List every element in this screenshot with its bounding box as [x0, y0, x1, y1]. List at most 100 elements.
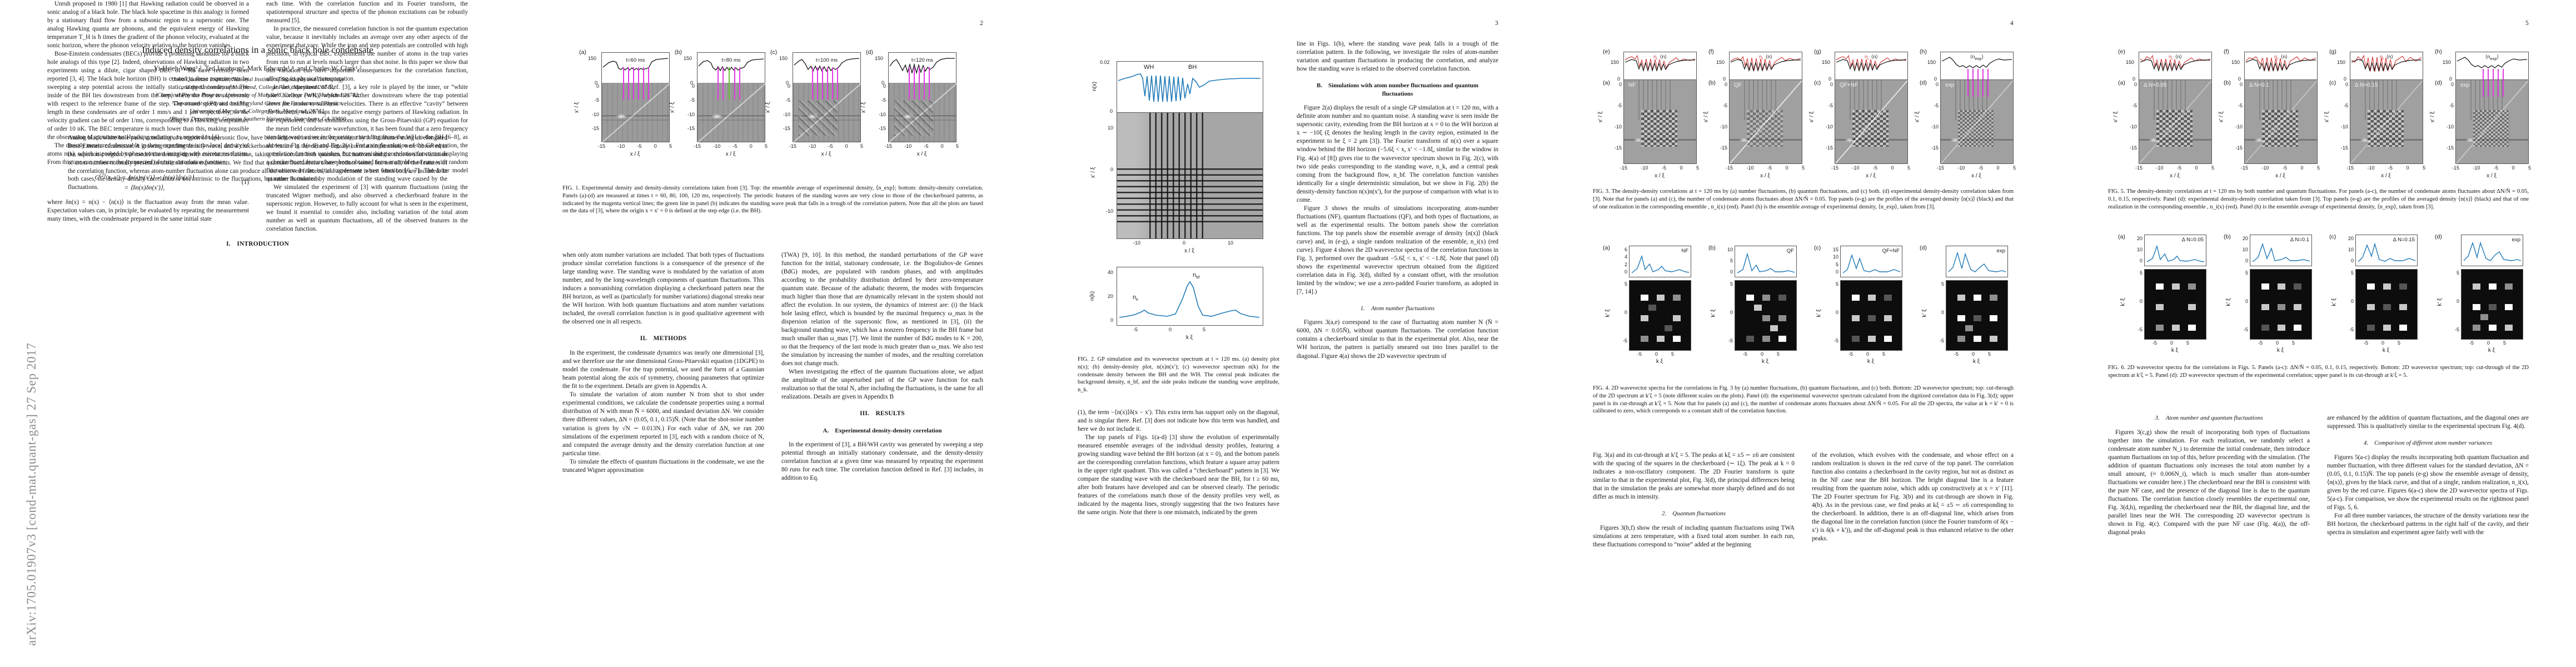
fig2-density-panel: WH BH [1117, 61, 1263, 113]
paragraph: Figure 2(a) displays the result of a sin… [1297, 104, 1498, 203]
x-axis-label: x / ξ [1760, 173, 1770, 179]
correlation-map: QF+NF [1835, 79, 1908, 164]
x-axis-ticks: -15 -10 -5 0 5 [1831, 165, 1910, 171]
page1-right-column: each time. With the correlation function… [266, 0, 468, 233]
subsubsection-heading-2: 2. Quantum fluctuations [1662, 510, 1726, 517]
fig3-column-b: (f) 150 0 ni ⟨n⟩ (b) QF 0 -5 -10 -15 x' / ξ … [1703, 48, 1805, 179]
y-axis-ticks: 40 20 0 [1107, 270, 1113, 323]
fig4-column-d: (d) exp 5 0 -5 k' ξ -5 0 5 k ξ [1915, 245, 2018, 365]
fig6-column-a: (a) 20 10 0 Δ N=0.05 5 0 -5 k' ξ -5 0 5 k ξ [2114, 233, 2216, 354]
paragraph: To simulate the variation of atom number… [562, 391, 764, 457]
y-axis-ticks: 5 0 -5 [1622, 281, 1627, 344]
paragraph: The directly measured observable in thes… [47, 142, 249, 166]
density-curve [1118, 73, 1260, 102]
affiliations: ¹Joint Quantum Institute, National Insti… [47, 76, 468, 123]
wavevector-map [2355, 269, 2418, 340]
paragraph: Bose-Einstein condensates (BECs) provide… [47, 51, 249, 141]
wavevector-map [1840, 280, 1902, 351]
x-axis-ticks: -15 -10 -5 0 5 [885, 143, 959, 149]
y-axis-label: x' / ξ [2429, 111, 2436, 123]
arxiv-watermark: arXiv:1705.01907v3 [cond-mat.quant-gas] … [24, 342, 38, 646]
x-axis-label: x / ξ [821, 151, 831, 157]
paragraph: In practice, the measured correlation fu… [266, 26, 468, 83]
x-axis-ticks: -15 -10 -5 0 5 [1726, 165, 1805, 171]
page4-right-column: of the evolution, which evolves with the… [1812, 451, 2014, 630]
authors-line: Yi-Hsieh Wang¹,², Ted Jacobson³, Mark Ed… [153, 64, 362, 72]
y-axis-label: x' / ξ [669, 102, 676, 113]
paragraph: Figures 3(a,e) correspond to the case of… [1297, 319, 1498, 360]
y-axis-ticks: 0 -5 -10 -15 [2235, 82, 2243, 151]
y-axis-ticks: 5 0 -5 [1939, 281, 1944, 344]
x-axis-label: k ξ [2488, 347, 2495, 354]
paragraph: (1), the term −⟨n(x)⟩δ(x − x′). This ext… [1078, 409, 1279, 432]
correlation-map: Δ N=0.05 [2139, 79, 2212, 164]
x-axis-label: x / ξ [2487, 173, 2497, 179]
paper-title: Induced density correlations in a sonic … [142, 44, 373, 55]
x-axis-label: k ξ [1972, 359, 1980, 365]
x-axis-ticks: -5 0 5 [1848, 351, 1885, 357]
paragraph: To simulate the effects of quantum fluct… [562, 458, 764, 474]
fig3-column-a: (e) 150 0 ni ⟨n⟩ (a) NF 0 -5 -10 -15 x' / ξ … [1597, 48, 1699, 179]
affiliation-line: and the University of Maryland, College … [181, 84, 335, 91]
y-axis-ticks: 0 -5 -10 -15 [1931, 82, 1939, 151]
fig2-spectrum-panel: nbf nk [1117, 267, 1263, 326]
paragraph: each time. With the correlation function… [266, 1, 468, 24]
affiliation-line: ³Department of Physics and Maryland Cent… [172, 99, 343, 107]
paragraph: We simulated the experiment of [3] with … [266, 184, 468, 233]
x-axis-ticks: -15 -10 -5 0 5 [1620, 165, 1699, 171]
wavevector-map [1629, 280, 1691, 351]
correlation-map: exp [2455, 79, 2529, 164]
correlation-map [696, 82, 766, 143]
fig2-density-density-panel [1117, 112, 1263, 239]
fig1-panel-c: (c) 150 0 t=100 ms 0 -5 -10 -15 x' / ξ -15 -1… [765, 49, 863, 157]
y-axis-label: x' / ξ [2324, 111, 2330, 123]
y-axis-ticks: 0 -5 -10 -15 [1825, 82, 1833, 151]
y-axis-label: k' ξ [1816, 309, 1822, 317]
section-heading-introduction: I. INTRODUCTION [226, 241, 289, 247]
density-curve [698, 58, 764, 72]
page-4: 4 (e) 150 0 ni ⟨n⟩ (a) NF 0 -5 -10 -15 x' / … [1546, 0, 2061, 667]
x-axis-label: k ξ [2171, 347, 2179, 354]
x-axis-label: x / ξ [630, 151, 640, 157]
paragraph: In the experiment of [3], a BH/WH cavity… [781, 441, 983, 482]
correlation-map [792, 82, 862, 143]
paragraph: When investigating the effect of the qua… [781, 369, 983, 401]
page5-right-column: are enhanced by the addition of quantum … [2327, 414, 2529, 631]
page-5: 5 (e) 150 0 ni ⟨n⟩ (a) Δ N=0.05 0 -5 -10 -15… [2061, 0, 2576, 667]
affiliation-line: ⁴Physics Department, Georgia Southern Un… [169, 116, 346, 123]
x-axis-label: k ξ [1656, 359, 1663, 365]
wavevector-map [2144, 269, 2206, 340]
x-axis-label: k ξ [1185, 335, 1193, 341]
x-axis-label: x / ξ [1866, 173, 1876, 179]
y-axis-ticks: 0 -5 -10 -15 [687, 83, 695, 131]
page-number: 3 [1495, 20, 1498, 27]
paragraph: Figures 3(c,g) show the result of incorp… [2108, 429, 2310, 536]
nk-label: nk [1133, 294, 1138, 302]
x-axis-label: x / ξ [1184, 248, 1194, 254]
page-number: 5 [2525, 20, 2529, 27]
correlation-map: Δ N=0.1 [2244, 79, 2318, 164]
correlation-map: NF [1623, 79, 1697, 164]
wavevector-map [1735, 280, 1797, 351]
page3-left-column: FIG. 2. GP simulation and its wavevector… [1078, 356, 1279, 631]
x-axis-label: x / ξ [1655, 173, 1665, 179]
section-heading-results: III. RESULTS [860, 410, 905, 417]
x-axis-label: k ξ [2382, 347, 2390, 354]
wavevector-map [2461, 269, 2523, 340]
affiliation-line: ¹Joint Quantum Institute, National Insti… [171, 76, 345, 83]
y-axis-ticks: 0 -5 -10 -15 [783, 83, 790, 131]
page-number: 2 [980, 20, 983, 27]
x-axis-ticks: -5 0 5 [1637, 351, 1674, 357]
y-axis-ticks: 0 -5 -10 -15 [591, 83, 599, 131]
wavevector-map [2250, 269, 2312, 340]
figure-2-caption: FIG. 2. GP simulation and its wavevector… [1078, 356, 1279, 393]
wavevector-map [1946, 280, 2008, 351]
section-heading-methods: II. METHODS [640, 335, 687, 342]
y-axis-label: x' / ξ [1914, 111, 1921, 123]
page2-right-column: (TWA) [9, 10]. In this method, the stand… [781, 251, 983, 630]
correlation-map [888, 82, 958, 143]
paragraph: In the experiment, the condensate dynami… [562, 350, 764, 390]
x-axis-ticks: -5 0 5 [2469, 340, 2506, 346]
